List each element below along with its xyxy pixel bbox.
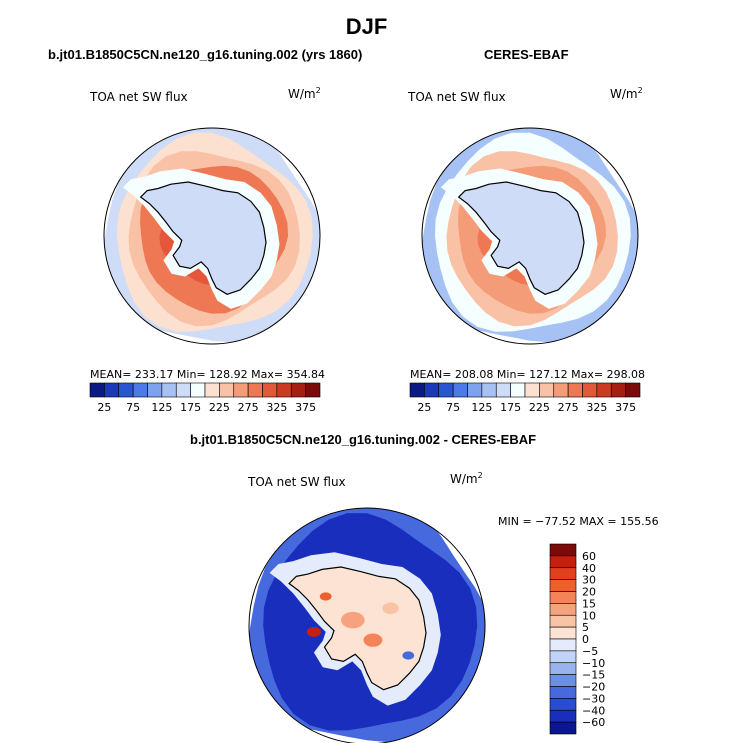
model-colorbar-tick-label: 175	[180, 401, 201, 414]
diff-colorbar-tick-label: −5	[582, 645, 598, 658]
obs-colorbar-tick-label: 125	[471, 401, 492, 414]
variable-label-model: TOA net SW flux	[90, 90, 188, 104]
colorbar-swatch	[549, 638, 577, 652]
colorbar-swatch	[625, 382, 641, 398]
diff-colorbar-tick-label: −20	[582, 681, 605, 694]
obs-colorbar-tick-label: 75	[446, 401, 460, 414]
variable-label-obs: TOA net SW flux	[408, 90, 506, 104]
colorbar-swatch	[549, 686, 577, 699]
colorbar-swatch	[549, 543, 577, 557]
model-colorbar-tick-label: 325	[266, 401, 287, 414]
map-border	[421, 127, 639, 345]
anomaly-patch	[382, 602, 399, 615]
anomaly-patch	[402, 651, 415, 660]
diff-colorbar-tick-label: 30	[582, 574, 596, 587]
units-label-model: W/m2	[288, 86, 321, 101]
anomaly-patch	[306, 626, 321, 637]
diff-colorbar-tick-label: 0	[582, 633, 589, 646]
map-border	[103, 127, 321, 345]
stats-obs: MEAN= 208.08 Min= 127.12 Max= 298.08	[410, 368, 646, 381]
diff-colorbar-tick-label: −15	[582, 669, 605, 682]
antarctica-coastline	[457, 181, 585, 295]
colorbar-swatch	[549, 555, 577, 569]
model-colorbar-tick-label: 75	[126, 401, 140, 414]
obs-colorbar-tick-label: 275	[558, 401, 579, 414]
diff-colorbar-tick-label: 5	[582, 621, 589, 634]
model-colorbar-tick-label: 225	[209, 401, 230, 414]
colorbar-swatch	[549, 662, 577, 675]
diff-colorbar-tick-label: −60	[582, 716, 605, 729]
variable-label-diff: TOA net SW flux	[248, 475, 346, 489]
map-border	[248, 507, 486, 743]
colorbar-swatch	[549, 674, 577, 687]
colorbar-swatch	[549, 591, 577, 604]
obs-colorbar-tick-label: 225	[529, 401, 550, 414]
model-colorbar-tick-label: 375	[295, 401, 316, 414]
panel-title-diff: b.jt01.B1850C5CN.ne120_g16.tuning.002 - …	[190, 432, 537, 447]
obs-colorbar-tick-label: 25	[417, 401, 431, 414]
colorbar-swatch	[549, 721, 577, 735]
anomaly-patch	[363, 633, 383, 647]
anomaly-patch	[319, 592, 332, 601]
antarctica-coastline	[139, 181, 267, 295]
panel-title-model: b.jt01.B1850C5CN.ne120_g16.tuning.002 (y…	[48, 47, 363, 62]
units-label-obs: W/m2	[610, 86, 643, 101]
model-colorbar-tick-label: 25	[97, 401, 111, 414]
model-colorbar-tick-label: 125	[151, 401, 172, 414]
diff-colorbar-tick-label: −10	[582, 657, 605, 670]
diff-colorbar-tick-label: 40	[582, 562, 596, 575]
obs-colorbar-tick-label: 175	[500, 401, 521, 414]
obs-colorbar-tick-label: 375	[615, 401, 636, 414]
diff-colorbar-tick-label: 15	[582, 597, 596, 610]
page-title: DJF	[345, 14, 388, 39]
stats-diff: MIN = −77.52 MAX = 155.56	[498, 515, 659, 528]
colorbar-swatch	[549, 579, 577, 592]
colorbar-swatch	[549, 650, 577, 664]
colorbar-swatch	[549, 709, 577, 723]
diff-colorbar-tick-label: 10	[582, 609, 596, 622]
colorbar-swatch	[305, 382, 321, 398]
anomaly-patch	[341, 611, 365, 629]
colorbar-swatch	[549, 567, 577, 580]
units-label-diff: W/m2	[450, 471, 483, 486]
diff-colorbar-tick-label: −30	[582, 692, 605, 705]
panel-title-obs: CERES-EBAF	[484, 47, 569, 62]
colorbar-swatch	[549, 614, 577, 628]
obs-colorbar-tick-label: 325	[586, 401, 607, 414]
diff-colorbar-tick-label: −40	[582, 704, 605, 717]
stats-model: MEAN= 233.17 Min= 128.92 Max= 354.84	[90, 368, 326, 381]
colorbar-swatch	[549, 603, 577, 616]
colorbar-swatch	[549, 626, 577, 640]
colorbar-swatch	[549, 698, 577, 711]
diff-colorbar-tick-label: 60	[582, 550, 596, 563]
model-colorbar-tick-label: 275	[238, 401, 259, 414]
diff-colorbar-tick-label: 20	[582, 586, 596, 599]
